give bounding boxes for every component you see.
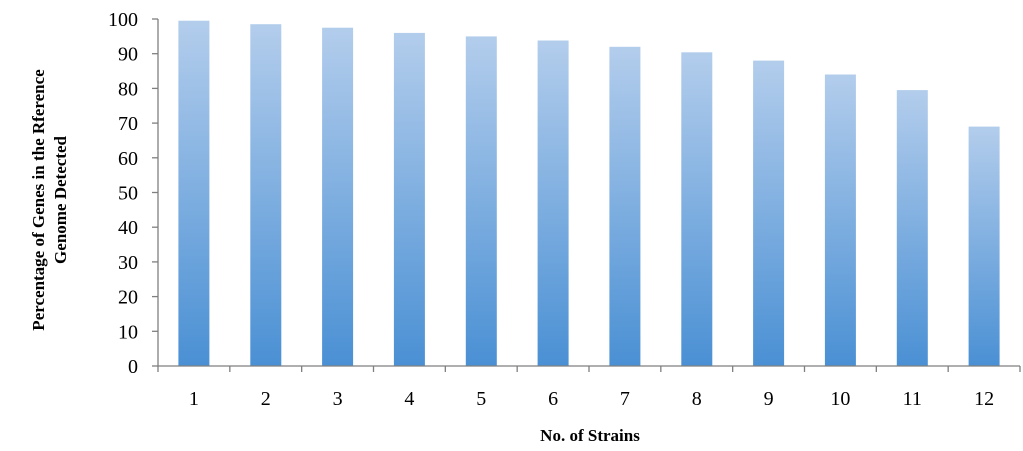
y-tick-label: 30 — [118, 252, 138, 274]
bar-5 — [465, 36, 497, 367]
x-tick-label: 12 — [974, 388, 994, 410]
bar-1 — [178, 20, 210, 366]
x-tick-label: 1 — [189, 388, 199, 410]
x-tick-label: 4 — [404, 388, 414, 410]
y-tick-label: 70 — [118, 113, 138, 135]
y-tick-label: 100 — [108, 9, 138, 31]
bar-9 — [753, 60, 785, 366]
bar-10 — [824, 74, 856, 366]
bar-3 — [322, 27, 354, 366]
y-tick-label: 50 — [118, 183, 138, 205]
bars-group — [178, 20, 1000, 367]
bar-6 — [537, 40, 569, 366]
y-tick-label: 60 — [118, 148, 138, 170]
y-axis-title-line-1: Percentage of Genes in the Rference — [29, 69, 48, 331]
x-tick-label: 6 — [548, 388, 558, 410]
x-tick-label: 5 — [476, 388, 486, 410]
y-axis-title: Percentage of Genes in the Rference Geno… — [29, 69, 70, 331]
bar-8 — [681, 52, 713, 367]
y-tick-label: 10 — [118, 321, 138, 343]
x-axis-title: No. of Strains — [540, 426, 640, 445]
x-tick-label: 3 — [333, 388, 343, 410]
y-tick-label: 90 — [118, 44, 138, 66]
bar-4 — [393, 32, 425, 367]
y-tick-label: 20 — [118, 287, 138, 309]
x-axis: 1 2 3 4 5 6 7 8 9 10 11 12 — [157, 365, 1021, 410]
x-tick-label: 7 — [620, 388, 630, 410]
bar-11 — [896, 90, 928, 366]
bar-2 — [250, 24, 282, 366]
y-tick-label: 80 — [118, 78, 138, 100]
y-tick-label: 0 — [128, 356, 138, 378]
bar-7 — [609, 46, 641, 367]
x-tick-label: 11 — [903, 388, 922, 410]
x-tick-label: 8 — [692, 388, 702, 410]
y-tick-label: 40 — [118, 217, 138, 239]
x-tick-label: 10 — [830, 388, 850, 410]
y-axis-title-line-2: Genome Detected — [51, 136, 70, 264]
bar-12 — [968, 126, 1000, 366]
x-tick-label: 2 — [261, 388, 271, 410]
x-tick-label: 9 — [764, 388, 774, 410]
y-axis: 0 10 20 30 40 50 60 70 80 90 100 — [108, 9, 159, 378]
